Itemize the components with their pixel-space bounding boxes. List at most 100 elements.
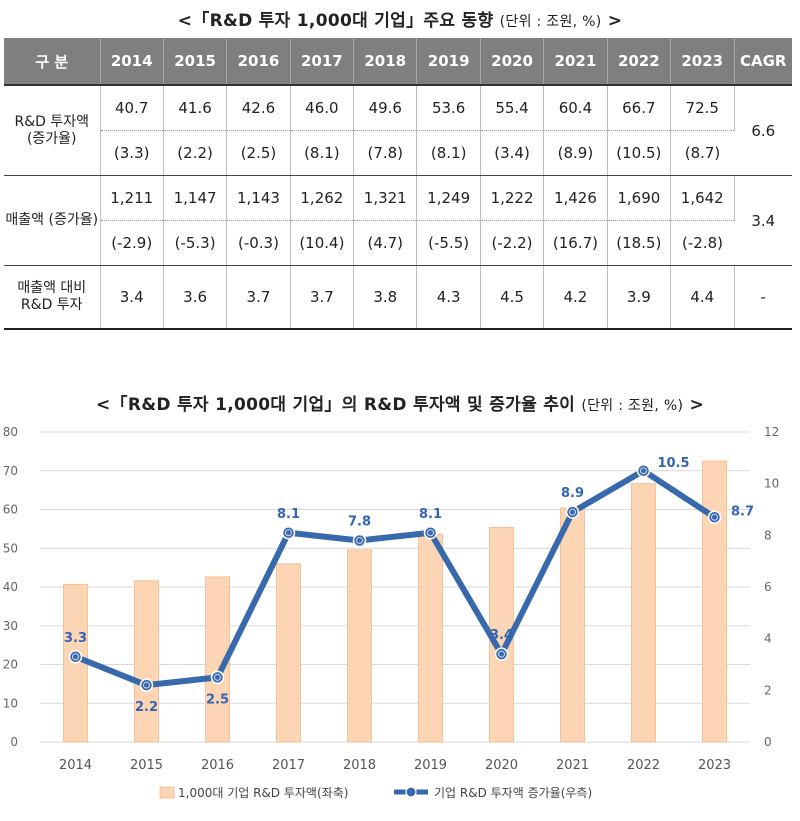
header-label: 구 분 xyxy=(4,38,101,86)
year-header: 2014 xyxy=(100,38,164,86)
x-tick: 2021 xyxy=(556,758,589,773)
cagr-cell: 6.6 xyxy=(734,85,792,176)
y-right-tick: 6 xyxy=(764,580,772,594)
rate-cell: (7.8) xyxy=(353,130,418,176)
value-cell: 1,426 xyxy=(543,175,608,221)
value-cell: 1,690 xyxy=(607,175,672,221)
rate-point-inner xyxy=(72,653,79,661)
value-cell: 4.2 xyxy=(543,265,608,330)
x-tick: 2019 xyxy=(414,758,447,773)
value-cell: 4.3 xyxy=(416,265,481,330)
data-label: 10.5 xyxy=(657,456,689,471)
y-left-tick: 20 xyxy=(3,658,18,672)
rate-cell: (-5.5) xyxy=(416,220,481,266)
data-label: 2.5 xyxy=(206,692,229,707)
y-left-tick: 40 xyxy=(3,580,18,594)
value-cell: 41.6 xyxy=(163,85,228,131)
rate-cell: (-2.8) xyxy=(670,220,734,266)
rate-cell: (3.3) xyxy=(100,130,164,176)
table-row: 매출액 (증가율) 1,211 1,147 1,143 1,262 1,321 1,249 1… xyxy=(4,175,792,266)
x-tick: 2020 xyxy=(485,758,518,773)
rate-point-inner xyxy=(285,529,292,537)
data-label: 8.1 xyxy=(277,507,300,522)
table-title-text: <「R&D 투자 1,000대 기업」주요 동향 xyxy=(177,11,494,31)
data-label: 8.1 xyxy=(419,507,442,522)
x-tick: 2017 xyxy=(272,758,305,773)
y-right-tick: 8 xyxy=(764,528,772,542)
table-header-row: 구 분 2014 2015 2016 2017 2018 2019 2020 2… xyxy=(4,38,792,86)
y-left-tick: 80 xyxy=(3,425,18,439)
y-left-tick: 30 xyxy=(3,619,18,633)
x-tick: 2023 xyxy=(698,758,731,773)
y-left-tick: 70 xyxy=(3,464,18,478)
rate-cell: (10.4) xyxy=(290,220,355,266)
trend-table: 구 분 2014 2015 2016 2017 2018 2019 2020 2… xyxy=(4,38,792,330)
rate-cell: (8.1) xyxy=(290,130,355,176)
value-cell: 42.6 xyxy=(226,85,291,131)
rate-cell: (8.1) xyxy=(416,130,481,176)
value-cell: 3.4 xyxy=(100,265,164,330)
data-label: 8.7 xyxy=(731,504,754,519)
data-label: 8.9 xyxy=(561,486,584,501)
rate-point-inner xyxy=(711,513,718,521)
year-header: 2016 xyxy=(226,38,291,86)
value-cell: 1,222 xyxy=(480,175,545,221)
rate-cell: (16.7) xyxy=(543,220,608,266)
rate-cell: (-2.2) xyxy=(480,220,545,266)
rate-cell: (-0.3) xyxy=(226,220,291,266)
value-cell: 49.6 xyxy=(353,85,418,131)
chart-title-end: > xyxy=(689,395,704,415)
value-cell: 72.5 xyxy=(670,85,735,131)
data-label: 2.2 xyxy=(135,700,158,715)
y-left-tick: 10 xyxy=(3,696,18,710)
cagr-cell: - xyxy=(734,265,792,330)
value-cell: 1,143 xyxy=(226,175,291,221)
table-row: 매출액 대비 R&D 투자 3.4 3.6 3.7 3.7 3.8 4.3 4.5 4.2 3.9… xyxy=(4,265,792,330)
legend-bar-swatch xyxy=(159,786,175,799)
table-title: <「R&D 투자 1,000대 기업」주요 동향 (단위 : 조원, %) > xyxy=(0,6,800,31)
value-cell: 1,211 xyxy=(100,175,164,221)
value-cell: 1,321 xyxy=(353,175,418,221)
value-cell: 40.7 xyxy=(100,85,164,131)
table-row: R&D 투자액 (증가율) 40.7 41.6 42.6 46.0 49.6 53.6 55.… xyxy=(4,85,792,176)
data-label: 3.3 xyxy=(64,631,87,646)
value-cell: 66.7 xyxy=(607,85,672,131)
rate-cell: (3.4) xyxy=(480,130,545,176)
rate-point-inner xyxy=(640,467,647,475)
y-right-tick: 0 xyxy=(764,735,772,749)
value-cell: 1,262 xyxy=(290,175,355,221)
chart-title-unit: (단위 : 조원, %) xyxy=(581,398,684,414)
rate-line xyxy=(74,467,717,689)
year-header: 2015 xyxy=(163,38,228,86)
legend-line-marker xyxy=(405,786,417,798)
y-left-tick: 0 xyxy=(10,735,18,749)
row-label: 매출액 대비 R&D 투자 xyxy=(4,265,101,330)
row-label: 매출액 (증가율) xyxy=(4,175,101,266)
rate-cell: (2.5) xyxy=(226,130,291,176)
rate-point-inner xyxy=(356,537,363,544)
rate-cell: (2.2) xyxy=(163,130,228,176)
y-left-tick: 60 xyxy=(3,503,18,517)
x-tick: 2015 xyxy=(130,758,163,773)
rate-cell: (-2.9) xyxy=(100,220,164,266)
value-cell: 46.0 xyxy=(290,85,355,131)
bar xyxy=(631,483,656,743)
value-cell: 3.7 xyxy=(226,265,291,330)
bar xyxy=(347,549,372,743)
x-tick: 2018 xyxy=(343,758,376,773)
legend-bar-label: 1,000대 기업 R&D 투자액(좌축) xyxy=(178,786,348,800)
x-tick: 2014 xyxy=(59,758,92,773)
x-tick: 2016 xyxy=(201,758,234,773)
value-cell: 1,642 xyxy=(670,175,735,221)
rate-point-inner xyxy=(143,681,150,689)
year-header: 2019 xyxy=(416,38,481,86)
y-right-tick: 10 xyxy=(764,477,779,491)
cagr-cell: 3.4 xyxy=(734,175,792,266)
y-right-tick: 12 xyxy=(764,425,779,439)
rate-point-inner xyxy=(569,508,576,516)
value-cell: 3.7 xyxy=(290,265,355,330)
year-header: 2021 xyxy=(543,38,608,86)
row-label: R&D 투자액 (증가율) xyxy=(4,85,101,176)
x-tick: 2022 xyxy=(627,758,660,773)
value-cell: 1,249 xyxy=(416,175,481,221)
